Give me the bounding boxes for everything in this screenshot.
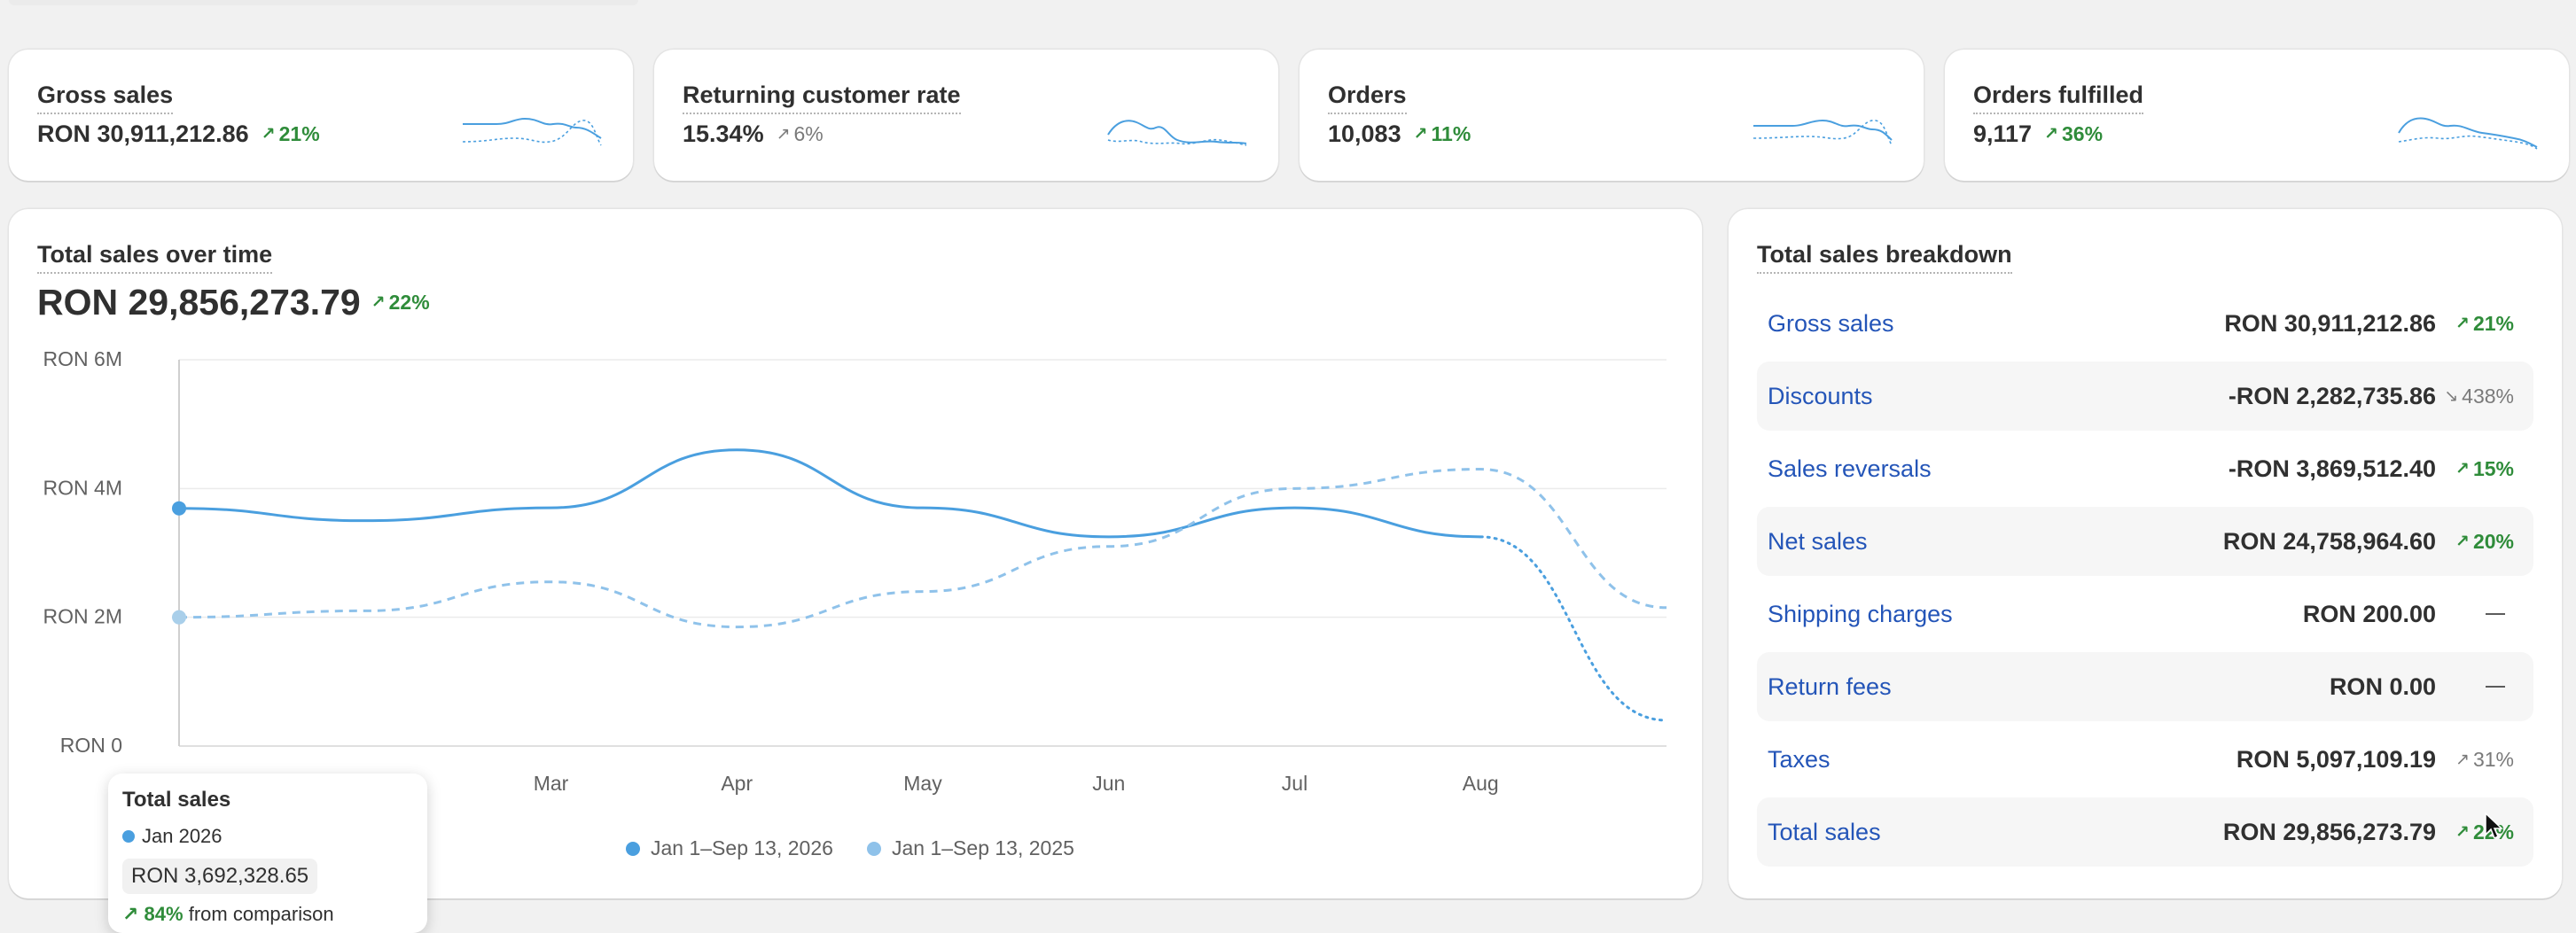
kpi-delta: ↗ 21% [261,122,320,145]
total-delta: ↗ 22% [371,291,430,314]
chart-panel-title[interactable]: Total sales over time [37,239,273,274]
arrow-up-right-icon: ↗ [2455,750,2470,769]
x-tick-label: Aug [1463,772,1499,795]
legend-label: Jan 1–Sep 13, 2026 [651,836,833,859]
kpi-title[interactable]: Returning customer rate [683,80,961,114]
legend-dot [626,841,640,856]
breakdown-amount: RON 24,758,964.60 [2222,527,2436,555]
series-line-current-partial [1479,535,1668,722]
breakdown-amount: -RON 2,282,735.86 [2228,382,2436,409]
breakdown-amount: RON 29,856,273.79 [2222,818,2436,845]
x-tick-label: Jul [1282,772,1308,795]
breakdown-amount: RON 0.00 [2329,673,2436,700]
x-tick-label: Mar [534,772,569,795]
sparkline [462,117,602,146]
mouse-pointer-icon [2485,812,2503,840]
arrow-up-right-icon: ↗ [2455,532,2470,551]
tooltip-period: Jan 2026 [122,825,222,848]
legend-item-comparison[interactable]: Jan 1–Sep 13, 2025 [867,836,1074,860]
breakdown-amount: -RON 3,869,512.40 [2228,455,2436,482]
tooltip-value: RON 3,692,328.65 [122,859,318,894]
y-tick-label: RON 0 [60,734,122,757]
series-line-comparison [178,468,1667,629]
tooltip-comparison: ↗ 84% from comparison [122,903,334,925]
legend-label: Jan 1–Sep 13, 2025 [892,836,1074,859]
kpi-value: RON 30,911,212.86 [37,121,249,147]
legend-dot [867,841,881,856]
breakdown-link[interactable]: Discounts [1768,382,1873,409]
tooltip-title: Total sales [122,788,231,812]
legend-item-current[interactable]: Jan 1–Sep 13, 2026 [626,836,833,860]
breakdown-link[interactable]: Return fees [1768,673,1892,700]
y-tick-label: RON 4M [43,476,122,499]
arrow-up-right-icon: ↗ [261,125,276,144]
breakdown-row-discounts: Discounts -RON 2,282,735.86 ↘ 438% [1757,362,2533,431]
breakdown-link[interactable]: Gross sales [1768,309,1894,337]
arrow-up-right-icon: ↗ [2455,314,2470,333]
breakdown-amount: RON 30,911,212.86 [2224,309,2436,337]
breakdown-row-return-fees: Return fees RON 0.00 [1757,652,2533,721]
breakdown-row-net-sales: Net sales RON 24,758,964.60 ↗ 20% [1757,507,2533,576]
kpi-delta: ↗ 6% [776,122,824,145]
kpi-title[interactable]: Orders fulfilled [1973,80,2144,114]
sparkline [2398,117,2538,150]
x-tick-label: Apr [721,772,753,795]
arrow-up-right-icon: ↗ [776,125,791,144]
chart-tooltip: Total sales Jan 2026 RON 3,692,328.65 ↗ … [108,774,427,933]
total-value: RON 29,856,273.79 [37,282,361,323]
breakdown-delta: ↘ 438% [2444,384,2514,408]
kpi-card-returning-customer-rate[interactable]: Returning customer rate 15.34% ↗ 6% [654,50,1278,181]
arrow-up-right-icon: ↗ [2455,459,2470,478]
kpi-title[interactable]: Orders [1328,80,1407,114]
arrow-down-right-icon: ↘ [2444,386,2459,406]
x-tick-label: May [903,772,942,795]
top-edge [9,0,638,5]
breakdown-link[interactable]: Taxes [1768,745,1831,773]
kpi-delta: ↗ 36% [2044,122,2104,145]
series-line-current [178,448,1481,539]
breakdown-row-sales-reversals: Sales reversals -RON 3,869,512.40 ↗ 15% [1757,434,2533,503]
breakdown-link[interactable]: Total sales [1768,818,1881,845]
sparkline [1107,120,1247,146]
hover-point [172,501,186,516]
hover-point [172,610,186,625]
kpi-delta: ↗ 11% [1413,122,1471,145]
breakdown-link[interactable]: Shipping charges [1768,600,1953,627]
no-change-dash-icon [2486,612,2505,616]
arrow-up-right-icon: ↗ [2455,822,2470,842]
breakdown-row-total-sales: Total sales RON 29,856,273.79 ↗22% [1757,797,2533,867]
kpi-card-gross-sales[interactable]: Gross sales RON 30,911,212.86 ↗ 21% [9,50,633,181]
breakdown-delta: ↗ 21% [2455,311,2514,335]
breakdown-link[interactable]: Net sales [1768,527,1868,555]
arrow-up-right-icon: ↗ [1413,125,1428,144]
breakdown-delta: ↗ 20% [2455,529,2514,553]
arrow-up-right-icon: ↗ [2044,125,2058,144]
kpi-value: 15.34% [683,121,764,147]
breakdown-row-shipping-charges: Shipping charges RON 200.00 [1757,579,2533,649]
series-dot [122,830,135,843]
sales-line-chart[interactable]: RON 6M RON 4M RON 2M RON 0 Mar Apr May Jun Jul Au… [9,337,1702,797]
breakdown-title[interactable]: Total sales breakdown [1757,239,2012,274]
breakdown-row-gross-sales: Gross sales RON 30,911,212.86 ↗ 21% [1757,289,2533,358]
x-tick-label: Jun [1092,772,1125,795]
kpi-value: 9,117 [1973,121,2033,147]
arrow-up-right-icon: ↗ [371,293,386,312]
breakdown-amount: RON 200.00 [2302,600,2436,627]
kpi-title[interactable]: Gross sales [37,80,174,114]
no-change-dash-icon [2486,685,2505,688]
kpi-value: 10,083 [1328,121,1401,147]
kpi-card-orders-fulfilled[interactable]: Orders fulfilled 9,117 ↗ 36% [1945,50,2569,181]
y-tick-label: RON 6M [43,347,122,370]
breakdown-delta: ↗ 31% [2455,747,2514,771]
kpi-card-orders[interactable]: Orders 10,083 ↗ 11% [1300,50,1924,181]
sparkline [1752,119,1893,146]
breakdown-link[interactable]: Sales reversals [1768,455,1932,482]
chart-panel-total: RON 29,856,273.79 ↗ 22% [37,282,430,323]
breakdown-row-taxes: Taxes RON 5,097,109.19 ↗ 31% [1757,725,2533,794]
y-tick-label: RON 2M [43,605,122,628]
breakdown-amount: RON 5,097,109.19 [2236,745,2436,773]
breakdown-delta: ↗ 15% [2455,456,2514,480]
